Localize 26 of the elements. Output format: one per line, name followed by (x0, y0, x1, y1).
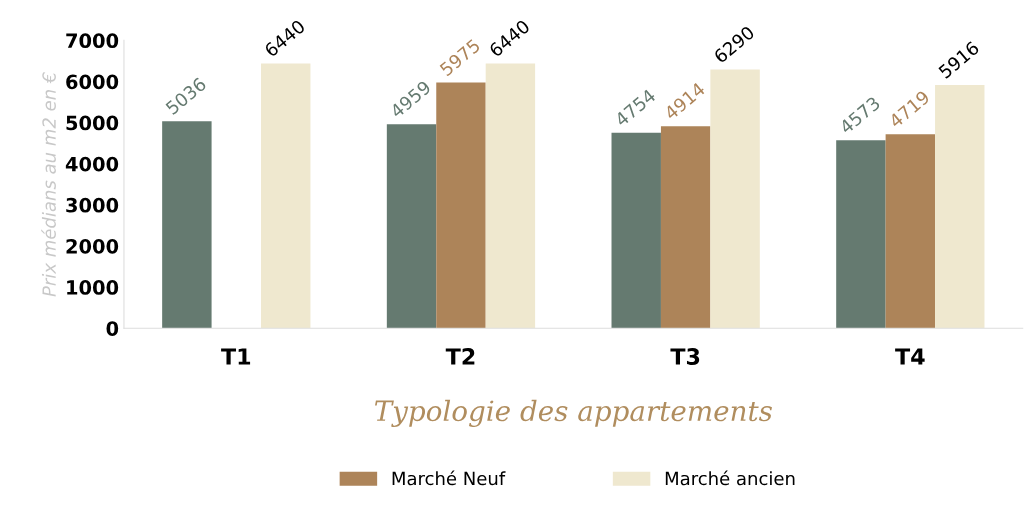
x-tick-label: T4 (895, 348, 925, 365)
bar (935, 84, 985, 329)
bar (485, 63, 536, 329)
y-tick-label: 5000 (66, 115, 119, 131)
bar (261, 63, 311, 329)
bar (386, 124, 437, 329)
legend-label: Marché ancien (665, 470, 795, 486)
y-tick-label: 3000 (66, 197, 119, 213)
bar (162, 121, 212, 329)
bar (885, 134, 936, 329)
legend-label: Marché Neuf (392, 470, 506, 486)
x-axis-title: Typologie des appartements (375, 399, 772, 428)
bar (611, 132, 661, 329)
y-tick-label: 4000 (65, 156, 119, 172)
bar (710, 69, 760, 329)
bar (436, 82, 486, 329)
y-tick-label: 2000 (66, 238, 119, 254)
y-tick-label: 1000 (67, 280, 119, 295)
bar (836, 140, 886, 329)
x-tick-label: T1 (221, 348, 251, 365)
bar (660, 126, 711, 329)
x-tick-label: T2 (445, 348, 475, 365)
x-tick-label: T3 (670, 348, 700, 365)
y-tick-label: 6000 (66, 74, 119, 90)
y-tick-label: 7000 (66, 33, 119, 49)
y-tick-label: 0 (106, 321, 119, 336)
